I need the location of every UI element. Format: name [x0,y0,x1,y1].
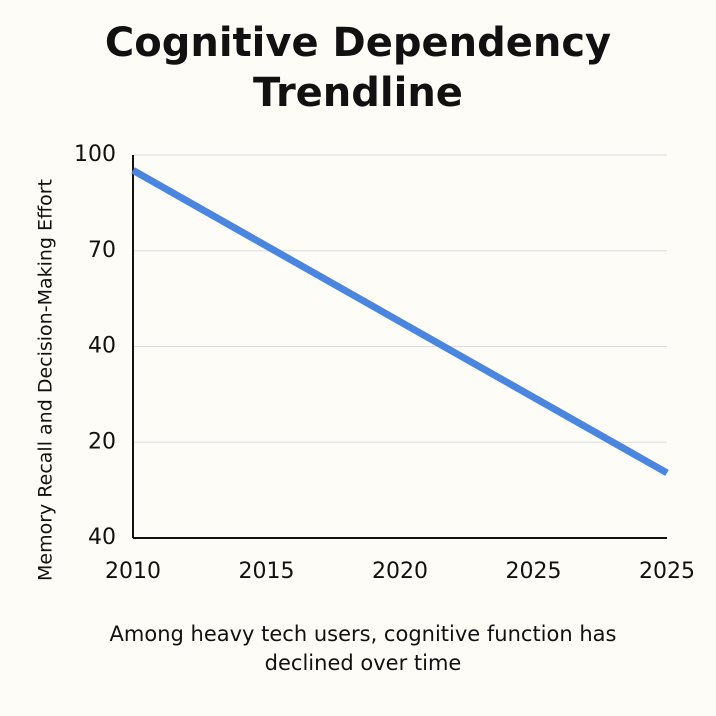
y-tick-label: 100 [74,142,116,167]
x-tick-label: 2025 [639,559,695,584]
caption: Among heavy tech users, cognitive functi… [109,622,617,675]
chart-title: Cognitive Dependency Trendline [104,20,612,116]
y-tick-label: 40 [88,525,116,550]
x-tick-label: 2020 [372,559,428,584]
data-line [131,167,669,476]
x-tick-label: 2015 [239,559,295,584]
y-tick-label: 70 [88,238,116,263]
x-tick-label: 2025 [506,559,562,584]
y-tick-label: 40 [88,334,116,359]
x-tick-label: 2010 [105,559,161,584]
y-axis-label: Memory Recall and Decision-Making Effort [35,179,57,581]
y-tick-label: 20 [88,429,116,454]
